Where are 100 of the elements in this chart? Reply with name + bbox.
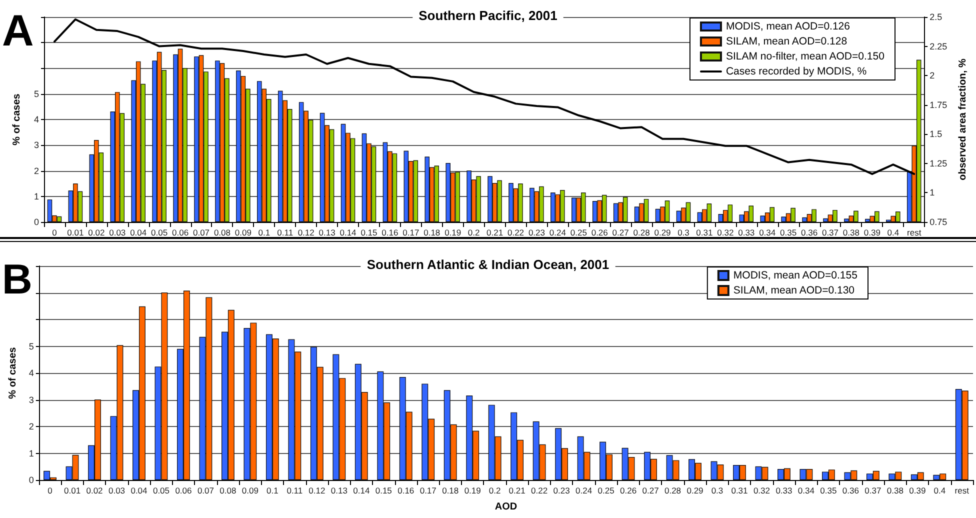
x-tick-label: 0.36 xyxy=(800,228,818,238)
x-tick-label: 0.12 xyxy=(308,486,326,496)
x-tick-label: 0.17 xyxy=(402,228,420,238)
x-axis-title: AOD xyxy=(494,502,518,512)
x-tick-label: 0.13 xyxy=(330,486,348,496)
y-tick-label: 1 xyxy=(28,448,34,458)
y-axis-title: % of cases xyxy=(12,93,22,146)
x-tick-label: 0.08 xyxy=(220,486,236,496)
legend-label: SILAM, mean AOD=0.130 xyxy=(733,284,855,296)
x-tick-label: 0.04 xyxy=(130,228,147,238)
x-tick-label: 0.13 xyxy=(318,228,336,238)
x-tick-label: 0.29 xyxy=(686,486,704,496)
x-tick-label: 0.25 xyxy=(598,486,615,496)
x-tick-label: 0.32 xyxy=(753,486,770,496)
x-tick-label: 0.16 xyxy=(398,486,414,496)
x-tick-label: 0.19 xyxy=(464,486,482,496)
legend-label: MODIS, mean AOD=0.155 xyxy=(733,270,858,282)
y-tick-label: 2 xyxy=(34,166,39,176)
y-tick-label: 2 xyxy=(28,422,34,432)
x-tick-label: 0.36 xyxy=(842,486,860,496)
x-tick-label: 0.25 xyxy=(570,228,588,238)
x-tick-label: 0.33 xyxy=(738,228,755,238)
x-tick-label: 0.28 xyxy=(633,228,650,238)
x-tick-label: 0.1 xyxy=(266,486,279,496)
x-tick-label: 0.4 xyxy=(887,228,900,238)
x-tick-label: 0.23 xyxy=(553,486,570,496)
x-tick-label: 0.15 xyxy=(360,228,378,238)
x-tick-label: 0.26 xyxy=(591,228,608,238)
x-tick-label: 0.37 xyxy=(822,228,839,238)
x-tick-label: 0.16 xyxy=(382,228,398,238)
x-tick-label: 0.26 xyxy=(620,486,637,496)
x-tick-label: 0.39 xyxy=(864,228,881,238)
y2-tick-label: 2 xyxy=(930,70,935,81)
legend-label: SILAM no-filter, mean AOD=0.150 xyxy=(726,50,885,62)
y2-tick-label: 1 xyxy=(930,188,935,198)
x-tick-label: 0.2 xyxy=(468,228,480,238)
x-tick-label: 0.09 xyxy=(242,486,259,496)
x-tick-label: 0.03 xyxy=(109,228,126,238)
x-tick-label: 0.12 xyxy=(298,228,315,238)
x-tick-label: 0.27 xyxy=(642,486,660,496)
x-tick-label: 0.24 xyxy=(549,228,566,238)
x-tick-label: 0.29 xyxy=(654,228,672,238)
x-tick-label: 0.17 xyxy=(420,486,437,496)
x-tick-label: 0.11 xyxy=(277,228,294,238)
x-tick-label: 0.28 xyxy=(664,486,682,496)
x-tick-label: 0.11 xyxy=(286,486,303,496)
y2-tick-label: 2.5 xyxy=(930,12,942,22)
y-tick-label: 0 xyxy=(34,217,39,227)
x-tick-label: 0.07 xyxy=(197,486,214,496)
x-tick-label: 0.14 xyxy=(353,486,370,496)
x-tick-label: 0.33 xyxy=(776,486,792,496)
y2-axis-title: observed area fraction, % xyxy=(958,58,968,180)
x-tick-label: rest xyxy=(954,486,970,496)
y-tick-label: 0 xyxy=(28,475,34,485)
x-tick-label: 0.15 xyxy=(375,486,392,496)
y-tick-label: 1 xyxy=(34,191,39,202)
text: A xyxy=(2,6,34,56)
x-tick-label: 0.19 xyxy=(444,228,462,238)
x-tick-label: 0.18 xyxy=(424,228,440,238)
x-tick-label: 0.04 xyxy=(130,486,148,496)
x-tick-label: 0.31 xyxy=(731,486,748,496)
x-tick-label: 0.3 xyxy=(678,228,690,238)
x-tick-label: 0.07 xyxy=(192,228,210,238)
x-tick-label: 0.14 xyxy=(340,228,357,238)
x-tick-label: 0.37 xyxy=(864,486,882,496)
x-tick-label: 0.01 xyxy=(67,228,84,238)
x-tick-label: 0.1 xyxy=(258,228,270,238)
y-tick-label: 5 xyxy=(28,341,34,352)
x-tick-label: 0.18 xyxy=(442,486,459,496)
chart-title: Southern Atlantic & Indian Ocean, 2001 xyxy=(366,257,610,272)
x-tick-label: 0.24 xyxy=(576,486,592,496)
x-tick-label: 0.38 xyxy=(842,228,860,238)
x-tick-label: 0.03 xyxy=(108,486,126,496)
x-tick-label: 0.34 xyxy=(798,486,815,496)
x-tick-label: 0.02 xyxy=(86,486,104,496)
y-tick-label: 5 xyxy=(34,88,39,99)
y-tick-label: 4 xyxy=(34,114,39,124)
x-tick-label: 0.31 xyxy=(696,228,713,238)
x-tick-label: 0.23 xyxy=(528,228,546,238)
x-tick-label: 0.27 xyxy=(612,228,630,238)
x-tick-label: 0 xyxy=(52,228,58,238)
x-tick-label: 0.06 xyxy=(175,486,192,496)
x-tick-label: 0.01 xyxy=(64,486,81,496)
x-tick-label: 0.22 xyxy=(507,228,524,238)
x-tick-label: 0.22 xyxy=(531,486,548,496)
y2-tick-label: 1.75 xyxy=(930,100,948,110)
y-tick-label: 4 xyxy=(28,368,34,378)
x-tick-label: 0.3 xyxy=(711,486,724,496)
y-tick-label: 3 xyxy=(28,394,34,405)
x-tick-label: rest xyxy=(907,228,922,238)
y2-tick-label: 2.25 xyxy=(930,41,948,52)
x-tick-label: 0.39 xyxy=(909,486,926,496)
x-tick-label: 0.32 xyxy=(717,228,734,238)
y-axis-title: % of cases xyxy=(8,346,18,399)
x-tick-label: 0.35 xyxy=(820,486,837,496)
x-tick-label: 0.09 xyxy=(234,228,252,238)
chart-title: Southern Pacific, 2001 xyxy=(418,8,558,23)
y-tick-label: 3 xyxy=(34,140,39,150)
x-tick-label: 0.35 xyxy=(780,228,797,238)
legend-label: Cases recorded by MODIS, % xyxy=(726,66,867,78)
